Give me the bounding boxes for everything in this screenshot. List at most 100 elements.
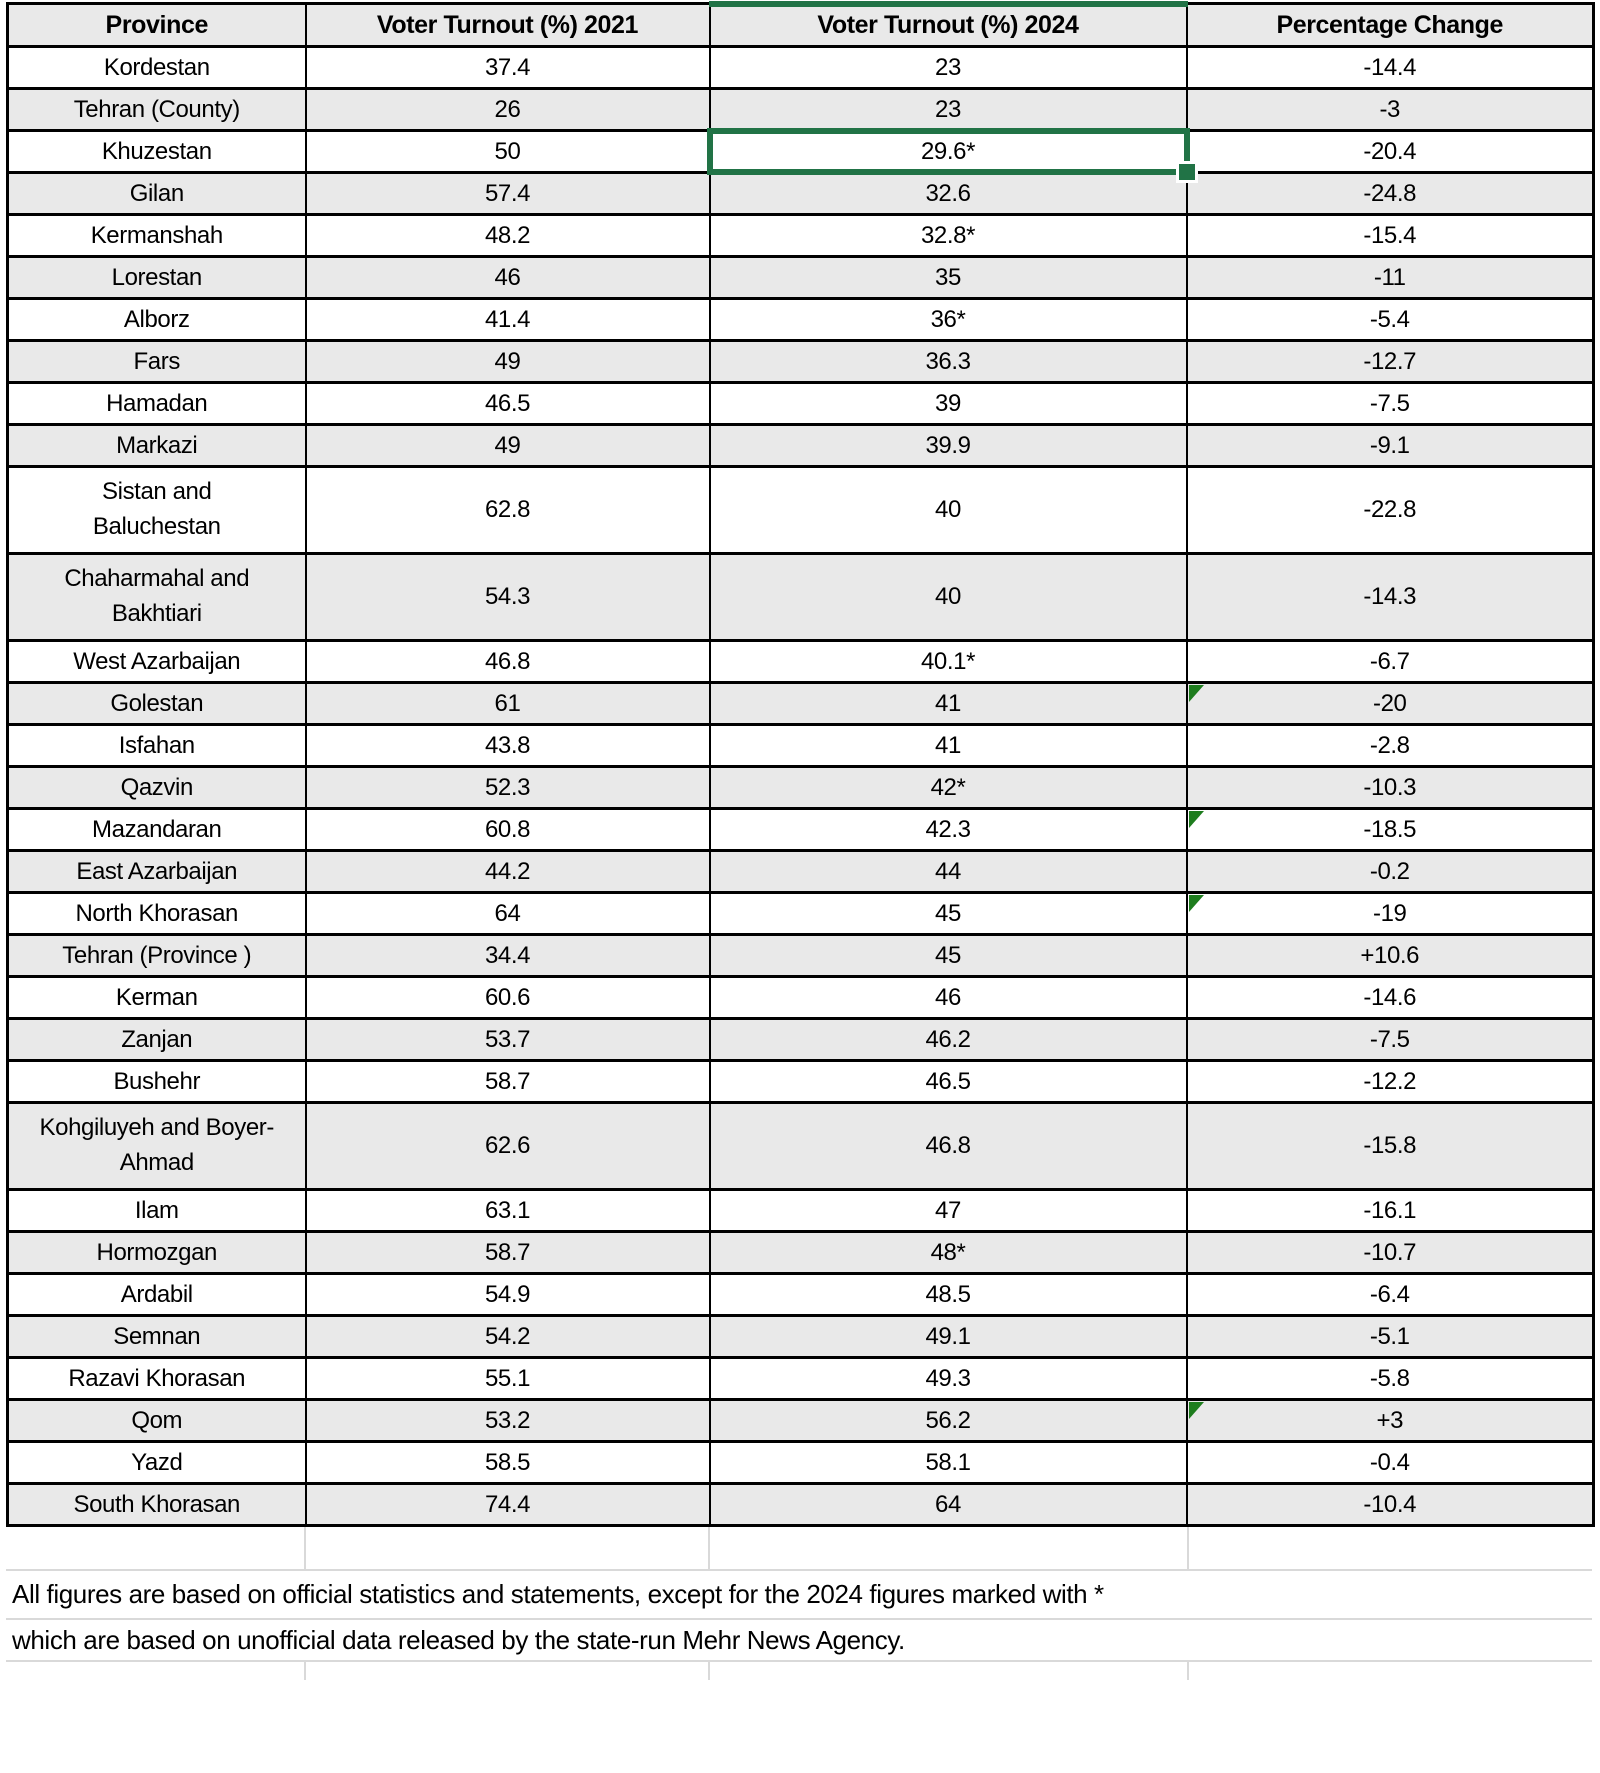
province-cell[interactable]: Hormozgan	[6, 1230, 307, 1275]
province-cell[interactable]: Qazvin	[6, 765, 307, 810]
turnout-2021-cell[interactable]: 49	[304, 339, 711, 384]
province-cell[interactable]: Razavi Khorasan	[6, 1356, 307, 1401]
turnout-2024-cell[interactable]: 46	[708, 975, 1188, 1020]
turnout-2021-cell[interactable]: 26	[304, 87, 711, 132]
footnote-line-2[interactable]: which are based on unofficial data relea…	[6, 1620, 1592, 1662]
province-cell[interactable]: Zanjan	[6, 1017, 307, 1062]
change-cell[interactable]: -5.4	[1185, 297, 1595, 342]
turnout-2021-cell[interactable]: 46.8	[304, 639, 711, 684]
turnout-2024-cell[interactable]: 32.8*	[708, 213, 1188, 258]
turnout-2021-cell[interactable]: 54.3	[304, 552, 711, 642]
turnout-2024-cell[interactable]: 46.8	[708, 1101, 1188, 1191]
turnout-2021-cell[interactable]: 62.8	[304, 465, 711, 555]
change-cell[interactable]: -20.4	[1185, 129, 1595, 174]
turnout-2024-cell[interactable]: 40	[708, 552, 1188, 642]
turnout-2021-cell[interactable]: 54.2	[304, 1314, 711, 1359]
province-cell[interactable]: Hamadan	[6, 381, 307, 426]
province-cell[interactable]: Markazi	[6, 423, 307, 468]
province-cell[interactable]: Lorestan	[6, 255, 307, 300]
province-cell[interactable]: Tehran (Province )	[6, 933, 307, 978]
turnout-2021-cell[interactable]: 50	[304, 129, 711, 174]
header-turnout-2021[interactable]: Voter Turnout (%) 2021	[304, 2, 711, 48]
change-cell[interactable]: -7.5	[1185, 381, 1595, 426]
change-cell[interactable]: -5.8	[1185, 1356, 1595, 1401]
turnout-2024-cell[interactable]: 48.5	[708, 1272, 1188, 1317]
turnout-2021-cell[interactable]: 54.9	[304, 1272, 711, 1317]
change-cell[interactable]: +3	[1185, 1398, 1595, 1443]
header-percentage-change[interactable]: Percentage Change	[1185, 2, 1595, 48]
empty-cell[interactable]	[306, 1662, 710, 1680]
turnout-2021-cell[interactable]: 44.2	[304, 849, 711, 894]
turnout-2024-cell[interactable]: 64	[708, 1482, 1188, 1527]
turnout-2021-cell[interactable]: 60.8	[304, 807, 711, 852]
change-cell[interactable]: -5.1	[1185, 1314, 1595, 1359]
turnout-2021-cell[interactable]: 37.4	[304, 45, 711, 90]
province-cell[interactable]: West Azarbaijan	[6, 639, 307, 684]
header-province[interactable]: Province	[6, 2, 307, 48]
turnout-2024-cell[interactable]: 40.1*	[708, 639, 1188, 684]
change-cell[interactable]: -6.4	[1185, 1272, 1595, 1317]
turnout-2021-cell[interactable]: 61	[304, 681, 711, 726]
change-cell[interactable]: -20	[1185, 681, 1595, 726]
turnout-2024-cell[interactable]: 41	[708, 681, 1188, 726]
province-cell[interactable]: Isfahan	[6, 723, 307, 768]
change-cell[interactable]: -10.3	[1185, 765, 1595, 810]
change-cell[interactable]: -0.2	[1185, 849, 1595, 894]
turnout-2024-cell[interactable]: 39	[708, 381, 1188, 426]
change-cell[interactable]: -14.6	[1185, 975, 1595, 1020]
turnout-2021-cell[interactable]: 53.2	[304, 1398, 711, 1443]
turnout-2024-cell[interactable]: 44	[708, 849, 1188, 894]
turnout-2021-cell[interactable]: 62.6	[304, 1101, 711, 1191]
turnout-2024-cell[interactable]: 36*	[708, 297, 1188, 342]
change-cell[interactable]: -14.4	[1185, 45, 1595, 90]
province-cell[interactable]: Golestan	[6, 681, 307, 726]
province-cell[interactable]: Kermanshah	[6, 213, 307, 258]
province-cell[interactable]: Sistan and Baluchestan	[6, 465, 307, 555]
province-cell[interactable]: Kohgiluyeh and Boyer-Ahmad	[6, 1101, 307, 1191]
change-cell[interactable]: -22.8	[1185, 465, 1595, 555]
turnout-2021-cell[interactable]: 60.6	[304, 975, 711, 1020]
turnout-2024-cell[interactable]: 23	[708, 87, 1188, 132]
turnout-2021-cell[interactable]: 48.2	[304, 213, 711, 258]
province-cell[interactable]: Kerman	[6, 975, 307, 1020]
turnout-2021-cell[interactable]: 53.7	[304, 1017, 711, 1062]
turnout-2024-cell[interactable]: 45	[708, 933, 1188, 978]
turnout-2024-cell[interactable]: 49.1	[708, 1314, 1188, 1359]
turnout-2021-cell[interactable]: 63.1	[304, 1188, 711, 1233]
province-cell[interactable]: Chaharmahal and Bakhtiari	[6, 552, 307, 642]
change-cell[interactable]: -16.1	[1185, 1188, 1595, 1233]
header-turnout-2024[interactable]: Voter Turnout (%) 2024	[708, 2, 1189, 48]
turnout-2024-cell[interactable]: 42*	[708, 765, 1188, 810]
turnout-2021-cell[interactable]: 58.5	[304, 1440, 711, 1485]
change-cell[interactable]: -10.7	[1185, 1230, 1595, 1275]
province-cell[interactable]: Ilam	[6, 1188, 307, 1233]
change-cell[interactable]: -6.7	[1185, 639, 1595, 684]
province-cell[interactable]: Ardabil	[6, 1272, 307, 1317]
empty-cell[interactable]	[1189, 1527, 1592, 1569]
turnout-2024-cell[interactable]: 42.3	[708, 807, 1188, 852]
turnout-2024-cell[interactable]: 58.1	[708, 1440, 1188, 1485]
change-cell[interactable]: -3	[1185, 87, 1595, 132]
turnout-2024-cell[interactable]: 45	[708, 891, 1188, 936]
turnout-2021-cell[interactable]: 34.4	[304, 933, 711, 978]
change-cell[interactable]: -0.4	[1185, 1440, 1595, 1485]
turnout-2024-cell[interactable]: 47	[708, 1188, 1188, 1233]
turnout-2021-cell[interactable]: 46.5	[304, 381, 711, 426]
empty-cell[interactable]	[710, 1527, 1189, 1569]
change-cell[interactable]: -24.8	[1185, 171, 1595, 216]
province-cell[interactable]: Semnan	[6, 1314, 307, 1359]
province-cell[interactable]: North Khorasan	[6, 891, 307, 936]
turnout-2021-cell[interactable]: 49	[304, 423, 711, 468]
footnote-line-1[interactable]: All figures are based on official statis…	[6, 1571, 1592, 1620]
change-cell[interactable]: -14.3	[1185, 552, 1595, 642]
turnout-2024-cell[interactable]: 36.3	[708, 339, 1188, 384]
turnout-2024-cell[interactable]: 40	[708, 465, 1188, 555]
change-cell[interactable]: +10.6	[1185, 933, 1595, 978]
turnout-2021-cell[interactable]: 74.4	[304, 1482, 711, 1527]
turnout-2024-cell[interactable]: 32.6	[708, 171, 1188, 216]
turnout-2024-cell[interactable]: 35	[708, 255, 1188, 300]
empty-cell[interactable]	[1189, 1662, 1592, 1680]
turnout-2021-cell[interactable]: 58.7	[304, 1059, 711, 1104]
change-cell[interactable]: -19	[1185, 891, 1595, 936]
change-cell[interactable]: -2.8	[1185, 723, 1595, 768]
